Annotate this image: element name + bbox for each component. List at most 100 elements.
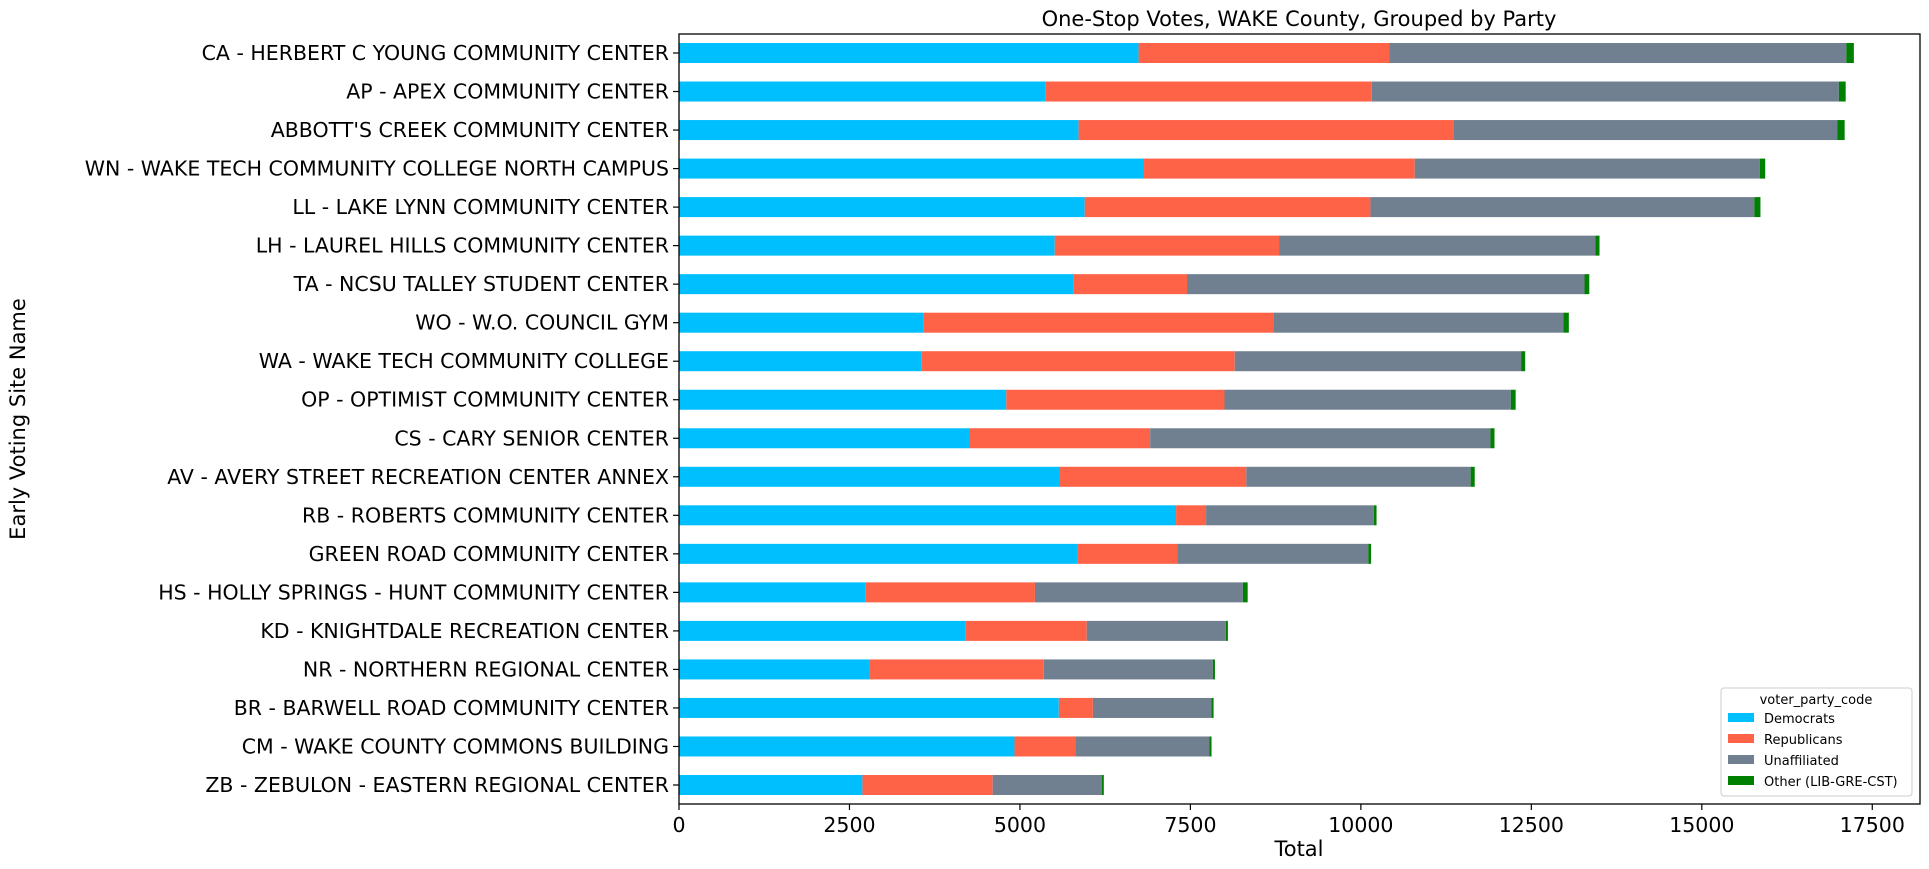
bar-other-lib-gre-cst-14 — [1242, 582, 1248, 603]
bar-democrats-8 — [679, 351, 922, 372]
bar-democrats-10 — [679, 428, 970, 449]
y-tick-label: NR - NORTHERN REGIONAL CENTER — [303, 657, 669, 681]
legend-swatch-2 — [1728, 755, 1754, 764]
bar-democrats-16 — [679, 659, 870, 680]
bar-republicans-9 — [1006, 389, 1225, 410]
bar-other-lib-gre-cst-13 — [1368, 543, 1372, 564]
bar-democrats-14 — [679, 582, 866, 603]
y-tick-label: RB - ROBERTS COMMUNITY CENTER — [302, 503, 669, 527]
bar-unaffiliated-4 — [1370, 197, 1755, 218]
bar-democrats-4 — [679, 197, 1085, 218]
bar-unaffiliated-1 — [1371, 81, 1839, 102]
bar-unaffiliated-10 — [1150, 428, 1491, 449]
bar-other-lib-gre-cst-0 — [1846, 43, 1854, 63]
bar-other-lib-gre-cst-5 — [1595, 235, 1600, 256]
bar-unaffiliated-6 — [1186, 274, 1585, 295]
bar-republicans-2 — [1078, 120, 1454, 141]
y-tick-label: AP - APEX COMMUNITY CENTER — [346, 80, 669, 104]
bar-republicans-11 — [1059, 466, 1247, 487]
bar-other-lib-gre-cst-4 — [1754, 197, 1761, 218]
bar-democrats-2 — [679, 120, 1079, 141]
x-axis-ticks: 0 2500 5000 7500 10000 12500 15000 17500 — [672, 804, 1905, 837]
bar-other-lib-gre-cst-8 — [1521, 351, 1526, 372]
y-tick-label: ZB - ZEBULON - EASTERN REGIONAL CENTER — [205, 773, 669, 797]
bar-republicans-6 — [1073, 274, 1187, 295]
bar-unaffiliated-5 — [1279, 235, 1596, 256]
x-tick-label: 5000 — [994, 813, 1046, 837]
y-tick-label: TA - NCSU TALLEY STUDENT CENTER — [293, 272, 669, 296]
x-tick-label: 17500 — [1840, 813, 1905, 837]
bar-other-lib-gre-cst-12 — [1373, 505, 1377, 526]
bar-unaffiliated-9 — [1224, 389, 1511, 410]
x-axis-label: Total — [1273, 837, 1323, 861]
bar-unaffiliated-12 — [1206, 505, 1374, 526]
bar-other-lib-gre-cst-6 — [1584, 274, 1590, 295]
bar-unaffiliated-0 — [1389, 43, 1847, 63]
y-tick-label: WO - W.O. COUNCIL GYM — [415, 311, 669, 335]
plot-frame — [678, 33, 1921, 805]
y-tick-label: GREEN ROAD COMMUNITY CENTER — [309, 542, 669, 566]
y-tick-label: CS - CARY SENIOR CENTER — [394, 426, 669, 450]
bar-democrats-9 — [679, 389, 1007, 410]
bar-other-lib-gre-cst-16 — [1212, 659, 1215, 680]
legend-label-3: Other (LIB-GRE-CST) — [1764, 775, 1898, 790]
y-tick-label: AV - AVERY STREET RECREATION CENTER ANNE… — [167, 465, 669, 489]
bar-republicans-16 — [869, 659, 1044, 680]
bar-other-lib-gre-cst-17 — [1211, 697, 1214, 718]
bar-unaffiliated-13 — [1177, 543, 1369, 564]
bar-democrats-1 — [679, 81, 1046, 102]
bar-unaffiliated-15 — [1086, 620, 1226, 641]
bar-republicans-19 — [862, 775, 993, 795]
bar-republicans-5 — [1054, 235, 1280, 256]
bar-other-lib-gre-cst-7 — [1563, 312, 1569, 333]
bar-democrats-13 — [679, 543, 1078, 564]
bar-democrats-15 — [679, 620, 966, 641]
bar-other-lib-gre-cst-2 — [1837, 120, 1845, 141]
y-axis-label: Early Voting Site Name — [6, 298, 30, 540]
bars-layer — [679, 43, 1854, 795]
bar-other-lib-gre-cst-1 — [1838, 81, 1846, 102]
legend-label-2: Unaffiliated — [1764, 754, 1839, 769]
bar-unaffiliated-7 — [1273, 312, 1564, 333]
bar-republicans-15 — [965, 620, 1087, 641]
bar-republicans-10 — [969, 428, 1151, 449]
bar-unaffiliated-11 — [1246, 466, 1471, 487]
bar-unaffiliated-14 — [1034, 582, 1243, 603]
legend-title: voter_party_code — [1760, 693, 1873, 708]
bar-democrats-6 — [679, 274, 1074, 295]
chart-title: One-Stop Votes, WAKE County, Grouped by … — [1042, 7, 1557, 31]
y-tick-label: LH - LAUREL HILLS COMMUNITY CENTER — [256, 234, 669, 258]
legend-frame — [1720, 687, 1913, 797]
legend-swatch-1 — [1728, 734, 1754, 743]
y-tick-label: ABBOTT'S CREEK COMMUNITY CENTER — [271, 118, 669, 142]
legend-swatch-3 — [1728, 776, 1754, 785]
bar-republicans-14 — [865, 582, 1035, 603]
x-tick-label: 12500 — [1499, 813, 1564, 837]
bar-republicans-8 — [921, 351, 1235, 372]
bar-democrats-5 — [679, 235, 1055, 256]
bar-democrats-17 — [679, 697, 1059, 718]
y-tick-label: CM - WAKE COUNTY COMMONS BUILDING — [242, 734, 669, 758]
bar-unaffiliated-3 — [1414, 158, 1760, 179]
y-tick-label: LL - LAKE LYNN COMMUNITY CENTER — [292, 195, 669, 219]
y-tick-label: KD - KNIGHTDALE RECREATION CENTER — [260, 619, 669, 643]
legend-label-0: Democrats — [1764, 712, 1835, 727]
legend: voter_party_code Democrats Republicans Una… — [1720, 687, 1913, 797]
bar-other-lib-gre-cst-19 — [1101, 775, 1104, 795]
bar-unaffiliated-19 — [992, 775, 1102, 795]
bar-democrats-3 — [679, 158, 1145, 179]
legend-items: Democrats Republicans Unaffiliated Other (L… — [1728, 712, 1898, 790]
bar-republicans-7 — [923, 312, 1274, 333]
bar-democrats-7 — [679, 312, 924, 333]
bar-unaffiliated-2 — [1453, 120, 1838, 141]
bar-other-lib-gre-cst-18 — [1209, 736, 1212, 757]
x-tick-label: 2500 — [823, 813, 875, 837]
y-tick-label: OP - OPTIMIST COMMUNITY CENTER — [301, 388, 669, 412]
bar-other-lib-gre-cst-3 — [1759, 158, 1766, 179]
y-tick-label: WN - WAKE TECH COMMUNITY COLLEGE NORTH C… — [85, 157, 669, 181]
x-tick-label: 10000 — [1328, 813, 1393, 837]
bar-republicans-13 — [1077, 543, 1178, 564]
y-tick-label: CA - HERBERT C YOUNG COMMUNITY CENTER — [202, 41, 669, 65]
